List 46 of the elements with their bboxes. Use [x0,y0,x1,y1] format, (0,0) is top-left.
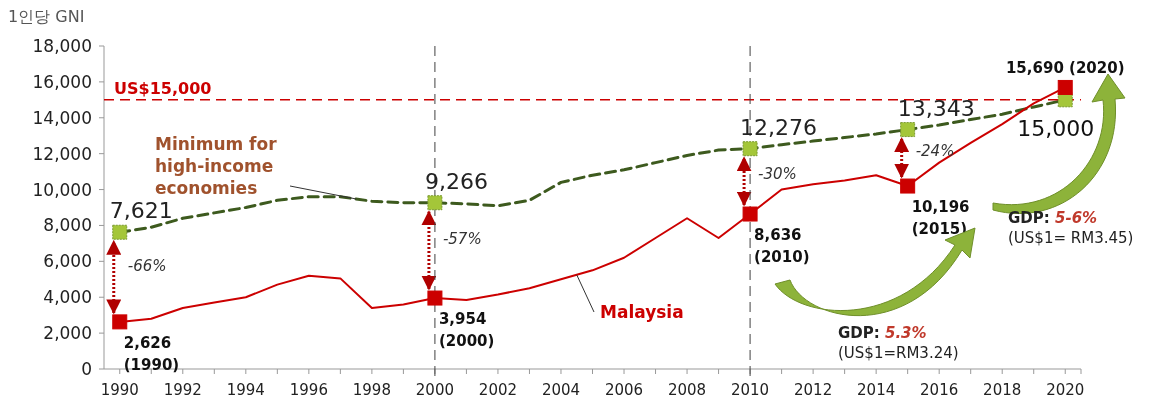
y-tick-label: 2,000 [43,323,92,344]
annotation: -57% [442,229,482,248]
data-label: 10,196 (2015) [911,198,970,239]
x-tick-label: 2008 [667,381,707,399]
annotation: -66% [127,257,167,276]
x-tick-label: 2020 [1046,381,1085,399]
data-label: 7,621 [109,198,173,224]
annotation: GDP: 5.3% (US$1=RM3.24) [838,324,959,362]
y-tick-label: 4,000 [43,287,92,308]
x-tick-label: 1998 [352,381,391,399]
data-label: 12,276 [740,114,818,140]
series-label: Minimum for high-income economies [155,134,278,198]
annotation: -30% [758,164,797,183]
x-tick-label: 2010 [730,381,770,399]
data-label: 9,266 [424,168,488,194]
x-tick-label: 2004 [541,381,581,399]
data-label: 2,626 (1990) [123,333,180,374]
x-tick-label: 1992 [163,381,202,399]
y-tick-label: 18,000 [32,36,92,56]
x-tick-label: 2018 [983,381,1022,399]
y-tick-label: 12,000 [32,143,92,164]
annotation: -24% [915,142,955,161]
y-tick-label: 10,000 [32,179,92,200]
x-tick-label: 2002 [478,381,518,399]
data-label: 8,636 (2010) [754,226,810,267]
y-tick-label: 8,000 [43,215,92,236]
annotation: GDP: 5-6% (US$1= RM3.45) [1008,209,1134,247]
data-label: 13,343 [897,95,975,121]
data-label: 15,690 (2020) [1005,59,1125,78]
y-tick-label: 6,000 [43,251,92,272]
x-tick-label: 2014 [857,381,896,399]
x-tick-label: 1996 [289,381,328,399]
x-tick-label: 2006 [604,381,644,399]
ref-line-label: US$15,000 [114,78,212,98]
y-axis-title: 1인당 GNI [8,7,85,26]
y-tick-label: 14,000 [32,107,92,128]
series-label: Malaysia [600,302,684,322]
data-label: 15,000 [1017,115,1095,141]
x-tick-label: 2012 [794,381,833,399]
y-tick-label: 0 [81,359,92,379]
x-tick-label: 2016 [920,381,959,399]
x-tick-label: 2000 [415,381,455,399]
y-tick-label: 16,000 [32,71,92,92]
x-tick-label: 1990 [100,381,139,399]
x-tick-label: 1994 [226,381,265,399]
data-label: 3,954 (2000) [438,310,495,351]
